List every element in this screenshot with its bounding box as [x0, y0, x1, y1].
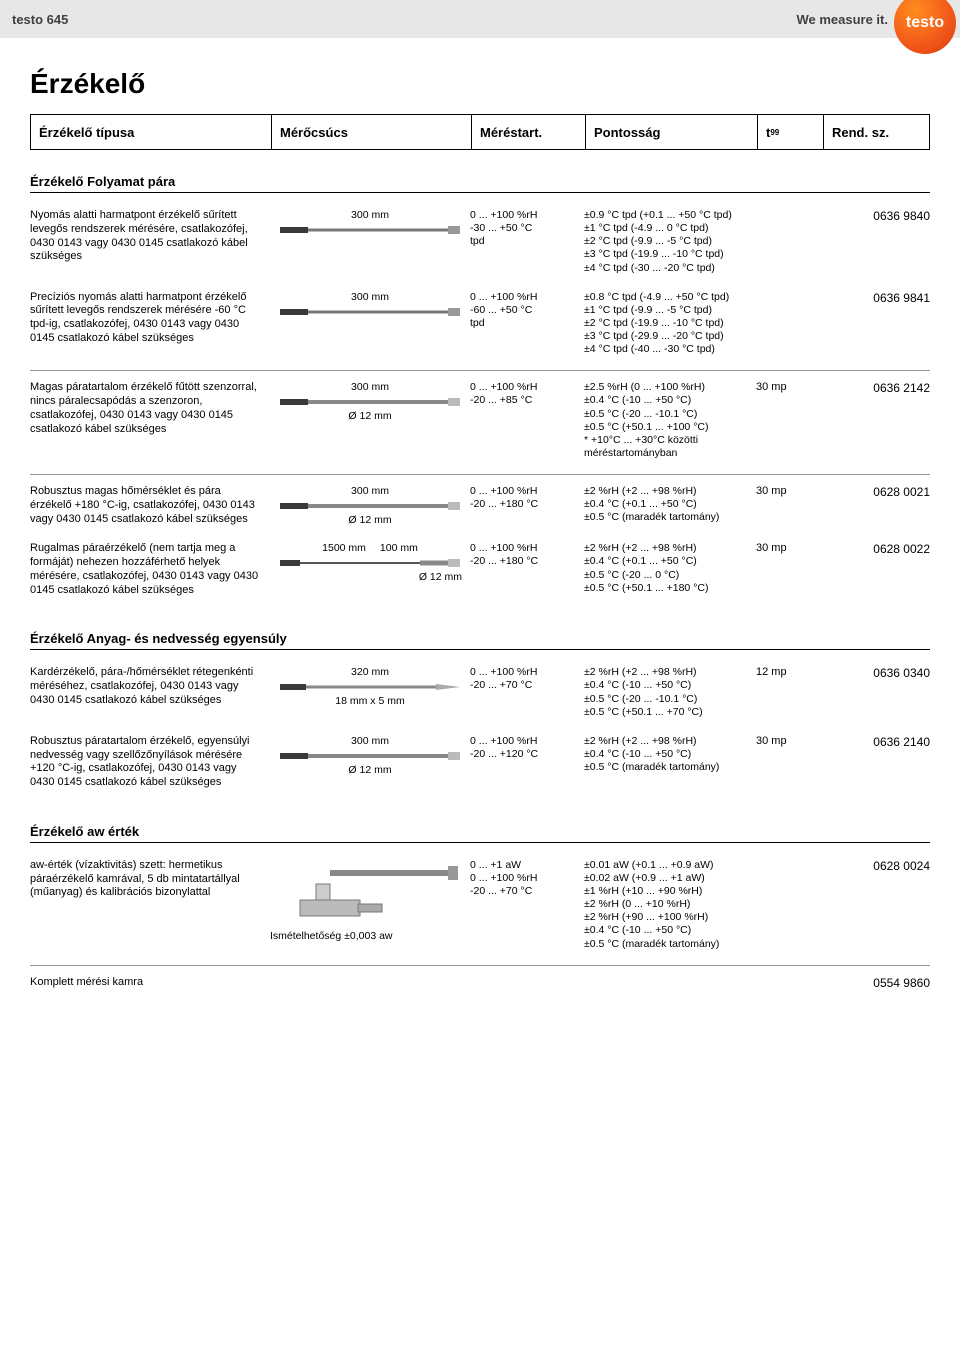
- sensor-description: Magas páratartalom érzékelő fűtött szenz…: [30, 381, 270, 436]
- t99: 30 mp: [756, 381, 822, 393]
- header-bar: testo 645 We measure it. testo: [0, 0, 960, 38]
- order-no: 0636 0340: [822, 666, 930, 680]
- t99: 30 mp: [756, 735, 822, 747]
- probe-diameter: Ø 12 mm: [419, 571, 462, 583]
- table-row: Robusztus magas hőmérséklet és pára érzé…: [30, 479, 930, 536]
- probe-drawing: 300 mm Ø 12 mm: [270, 485, 470, 526]
- probe-icon: [280, 395, 460, 409]
- table-row: Rugalmas páraérzékelő (nem tartja meg a …: [30, 536, 930, 607]
- order-no: 0636 9841: [822, 291, 930, 305]
- measuring-range: 0 ... +100 %rH -20 ... +180 °C: [470, 542, 584, 568]
- measuring-range: 0 ... +1 aW 0 ... +100 %rH -20 ... +70 °…: [470, 859, 584, 898]
- probe-icon: [280, 305, 460, 319]
- measuring-range: 0 ... +100 %rH -30 ... +50 °C tpd: [470, 209, 584, 248]
- probe-length: 320 mm: [351, 666, 389, 678]
- col-t99: t99: [757, 115, 823, 149]
- order-no: 0628 0021: [822, 485, 930, 499]
- measuring-range: 0 ... +100 %rH -20 ... +70 °C: [470, 666, 584, 692]
- probe-drawing: 300 mm Ø 12 mm: [270, 735, 470, 776]
- order-no: 0628 0024: [822, 859, 930, 873]
- table-row: Kardérzékelő, pára-/hőmérséklet rétegenk…: [30, 660, 930, 729]
- order-no: 0636 2140: [822, 735, 930, 749]
- measuring-range: 0 ... +100 %rH -60 ... +50 °C tpd: [470, 291, 584, 330]
- table-row: Precíziós nyomás alatti harmatpont érzék…: [30, 285, 930, 367]
- probe-length: 300 mm: [351, 485, 389, 497]
- section-material-moisture: Érzékelő Anyag- és nedvesség egyensúly: [30, 631, 930, 650]
- probe-icon: [280, 223, 460, 237]
- t99: 30 mp: [756, 542, 822, 554]
- probe-length-tip: 100 mm: [380, 542, 418, 554]
- probe-length: 300 mm: [351, 209, 389, 221]
- aw-device-icon: [280, 859, 460, 929]
- brand-logo: testo: [894, 0, 956, 54]
- probe-diameter: Ø 12 mm: [348, 764, 391, 776]
- table-row: Magas páratartalom érzékelő fűtött szenz…: [30, 375, 930, 470]
- probe-drawing: 1500 mm 100 mm Ø 12 mm: [270, 542, 470, 583]
- sensor-description: Kardérzékelő, pára-/hőmérséklet rétegenk…: [30, 666, 270, 707]
- col-order-no: Rend. sz.: [823, 115, 929, 149]
- probe-drawing: 320 mm 18 mm x 5 mm: [270, 666, 470, 707]
- table-row: Nyomás alatti harmatpont érzékelő sűríte…: [30, 203, 930, 285]
- t99: 30 mp: [756, 485, 822, 497]
- accuracy: ±0.9 °C tpd (+0.1 ... +50 °C tpd) ±1 °C …: [584, 209, 756, 275]
- probe-diameter: Ø 12 mm: [348, 410, 391, 422]
- probe-icon: [280, 556, 460, 570]
- probe-diameter: Ø 12 mm: [348, 514, 391, 526]
- probe-drawing: 300 mm: [270, 291, 470, 319]
- col-probe-tip: Mérőcsúcs: [271, 115, 471, 149]
- probe-drawing: 300 mm: [270, 209, 470, 237]
- slogan: We measure it.: [796, 12, 888, 27]
- measuring-range: 0 ... +100 %rH -20 ... +180 °C: [470, 485, 584, 511]
- accuracy: ±2 %rH (+2 ... +98 %rH) ±0.4 °C (+0.1 ..…: [584, 485, 756, 524]
- table-row: Komplett mérési kamra 0554 9860: [30, 970, 930, 1000]
- sensor-description: Robusztus páratartalom érzékelő, egyensú…: [30, 735, 270, 790]
- section-aw-value: Érzékelő aw érték: [30, 824, 930, 843]
- section-process-humidity: Érzékelő Folyamat pára: [30, 174, 930, 193]
- probe-length: 300 mm: [351, 291, 389, 303]
- accuracy: ±2 %rH (+2 ... +98 %rH) ±0.4 °C (-10 ...…: [584, 735, 756, 774]
- order-no: 0636 2142: [822, 381, 930, 395]
- sensor-description: Precíziós nyomás alatti harmatpont érzék…: [30, 291, 270, 346]
- sensor-description: Rugalmas páraérzékelő (nem tartja meg a …: [30, 542, 270, 597]
- col-t99-sub: 99: [770, 128, 779, 137]
- probe-drawing: 300 mm Ø 12 mm: [270, 381, 470, 422]
- col-sensor-type: Érzékelő típusa: [31, 121, 271, 144]
- order-no: 0636 9840: [822, 209, 930, 223]
- sensor-description: Komplett mérési kamra: [30, 976, 270, 990]
- repeatability: Ismételhetőség ±0,003 aw: [270, 930, 393, 942]
- col-range: Méréstart.: [471, 115, 585, 149]
- accuracy: ±0.8 °C tpd (-4.9 ... +50 °C tpd) ±1 °C …: [584, 291, 756, 357]
- probe-drawing: Ismételhetőség ±0,003 aw: [270, 859, 470, 942]
- page-title: Érzékelő: [30, 68, 930, 100]
- probe-length: 300 mm: [351, 735, 389, 747]
- sensor-description: Nyomás alatti harmatpont érzékelő sűríte…: [30, 209, 270, 264]
- measuring-range: 0 ... +100 %rH -20 ... +120 °C: [470, 735, 584, 761]
- sensor-description: Robusztus magas hőmérséklet és pára érzé…: [30, 485, 270, 526]
- accuracy: ±0.01 aW (+0.1 ... +0.9 aW) ±0.02 aW (+0…: [584, 859, 756, 951]
- brand-logo-text: testo: [906, 14, 944, 32]
- col-accuracy: Pontosság: [585, 115, 757, 149]
- product-name: testo 645: [12, 12, 68, 27]
- probe-icon: [280, 680, 460, 694]
- probe-diameter: 18 mm x 5 mm: [335, 695, 404, 707]
- order-no: 0554 9860: [822, 976, 930, 990]
- probe-length: 300 mm: [351, 381, 389, 393]
- measuring-range: 0 ... +100 %rH -20 ... +85 °C: [470, 381, 584, 407]
- probe-length: 1500 mm: [322, 542, 366, 554]
- column-headers: Érzékelő típusa Mérőcsúcs Méréstart. Pon…: [30, 114, 930, 150]
- table-row: aw-érték (vízaktivitás) szett: hermetiku…: [30, 853, 930, 961]
- table-row: Robusztus páratartalom érzékelő, egyensú…: [30, 729, 930, 800]
- accuracy: ±2 %rH (+2 ... +98 %rH) ±0.4 °C (-10 ...…: [584, 666, 756, 719]
- t99: 12 mp: [756, 666, 822, 678]
- probe-icon: [280, 499, 460, 513]
- sensor-description: aw-érték (vízaktivitás) szett: hermetiku…: [30, 859, 270, 900]
- order-no: 0628 0022: [822, 542, 930, 556]
- probe-icon: [280, 749, 460, 763]
- accuracy: ±2 %rH (+2 ... +98 %rH) ±0.4 °C (+0.1 ..…: [584, 542, 756, 595]
- accuracy: ±2.5 %rH (0 ... +100 %rH) ±0.4 °C (-10 .…: [584, 381, 756, 460]
